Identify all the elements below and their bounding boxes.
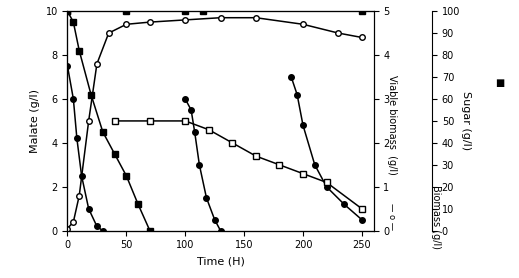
Text: Biomass (g/l): Biomass (g/l): [431, 185, 441, 249]
Y-axis label: Malate (g/l): Malate (g/l): [30, 89, 40, 153]
Y-axis label: Sugar (g/l): Sugar (g/l): [461, 91, 471, 150]
X-axis label: Time (H): Time (H): [197, 256, 244, 266]
Text: — o —: — o —: [387, 203, 397, 230]
Text: Viable biomass  (g/l): Viable biomass (g/l): [387, 75, 397, 175]
Text: ■: ■: [495, 78, 504, 88]
